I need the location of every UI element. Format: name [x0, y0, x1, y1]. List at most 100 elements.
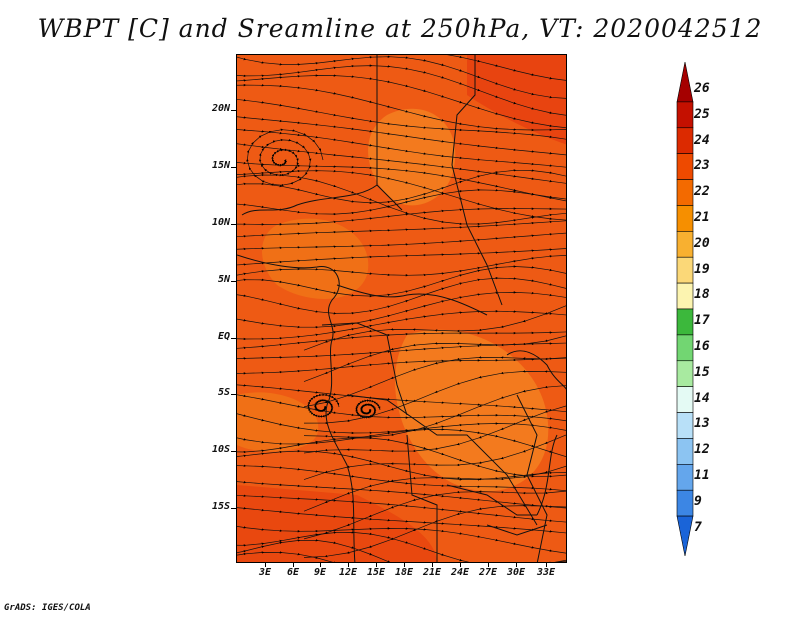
lon-tick-mark	[293, 563, 294, 567]
sahel-border	[241, 184, 378, 216]
lon-tick-label: 3E	[258, 567, 272, 578]
lat-tick-label: 10S	[211, 444, 230, 455]
color-bar-label: 17	[694, 313, 710, 329]
color-bar-label: 25	[694, 106, 710, 122]
streamline	[246, 128, 324, 187]
lon-tick-mark	[432, 563, 433, 567]
color-bar-segment	[676, 438, 694, 465]
color-bar	[676, 62, 694, 556]
lat-tick-label: 20N	[211, 103, 230, 114]
color-bar-label: 11	[694, 468, 710, 483]
lon-tick-mark	[460, 563, 461, 567]
streamline	[303, 305, 566, 351]
color-bar-segment	[676, 464, 694, 491]
lon-tick-label: 15E	[366, 567, 386, 578]
lon-tick-label: 24E	[450, 567, 470, 578]
lat-tick-mark	[231, 167, 236, 168]
color-bar-segment	[676, 412, 694, 439]
color-bar-segment	[676, 334, 694, 362]
color-bar-segment	[676, 153, 694, 180]
lon-tick-mark	[348, 563, 349, 567]
color-bar-label: 14	[694, 390, 710, 406]
color-bar-label: 19	[694, 261, 710, 277]
streamline	[237, 232, 566, 251]
color-bar-label: 18	[694, 287, 710, 303]
lon-tick-label: 12E	[338, 567, 358, 578]
lat-tick-mark	[231, 110, 236, 111]
border-line	[406, 434, 438, 562]
grads-credit: GrADS: IGES/COLA	[4, 603, 91, 613]
border-line	[486, 524, 548, 536]
color-bar-label: 16	[694, 339, 710, 354]
lon-tick-mark	[516, 563, 517, 567]
color-bar-label: 7	[694, 519, 702, 535]
color-bar-segment	[676, 256, 694, 284]
color-bar-segment	[676, 386, 694, 413]
color-bar-label: 15	[694, 364, 710, 380]
streamline	[237, 551, 553, 562]
streamline	[237, 539, 566, 562]
border-line	[516, 394, 548, 562]
lat-tick-label: EQ	[217, 331, 230, 342]
lake-outline	[536, 434, 558, 516]
lat-tick-mark	[231, 338, 236, 339]
color-bar-label: 22	[694, 184, 710, 200]
color-bar-segment	[676, 231, 694, 258]
color-bar-label: 23	[694, 158, 710, 174]
atlantic-coastline	[237, 254, 356, 562]
lon-tick-label: 9E	[313, 567, 327, 578]
map-panel	[236, 54, 567, 563]
color-bar-segment	[676, 101, 694, 129]
border-line	[376, 55, 403, 211]
coastline-borders	[237, 55, 566, 562]
lat-tick-label: 15N	[211, 160, 230, 171]
map-title: WBPT [C] and Sreamline at 250hPa, VT: 20…	[37, 14, 763, 43]
lon-tick-mark	[488, 563, 489, 567]
lon-tick-label: 33E	[536, 567, 556, 578]
border-line	[451, 55, 503, 306]
color-bar-label: 26	[694, 81, 710, 96]
lon-tick-label: 21E	[422, 567, 442, 578]
lon-tick-mark	[265, 563, 266, 567]
lat-tick-label: 5S	[217, 387, 230, 398]
color-bar-segment	[676, 360, 694, 387]
lon-tick-mark	[376, 563, 377, 567]
lon-tick-label: 6E	[286, 567, 300, 578]
border-line	[336, 284, 488, 316]
color-bar-label: 24	[694, 132, 710, 148]
color-bar-segment	[676, 179, 694, 206]
lon-tick-mark	[546, 563, 547, 567]
lat-tick-label: 10N	[211, 217, 230, 228]
color-bar-label: 12	[694, 442, 710, 458]
lat-tick-mark	[231, 451, 236, 452]
lon-tick-label: 18E	[394, 567, 414, 578]
color-bar-label: 13	[694, 416, 710, 432]
streamline-group	[237, 55, 566, 562]
color-bar-label: 20	[694, 235, 710, 251]
lon-tick-mark	[320, 563, 321, 567]
lon-tick-label: 27E	[478, 567, 498, 578]
lat-tick-mark	[231, 281, 236, 282]
border-line	[446, 484, 537, 516]
color-bar-segment	[676, 127, 694, 154]
border-line	[346, 394, 538, 526]
lon-tick-mark	[404, 563, 405, 567]
color-bar-segment	[676, 205, 694, 232]
lat-tick-mark	[231, 224, 236, 225]
color-bar-segment	[676, 515, 694, 556]
color-bar-segment	[676, 308, 694, 336]
color-bar-segment	[676, 489, 694, 517]
lat-tick-mark	[231, 508, 236, 509]
lake-victoria-outline	[506, 350, 566, 390]
lat-tick-label: 5N	[217, 274, 230, 285]
border-line	[321, 322, 408, 416]
lat-tick-label: 15S	[211, 501, 230, 512]
streamline-map	[237, 55, 566, 562]
lon-tick-label: 30E	[506, 567, 526, 578]
lat-tick-mark	[231, 394, 236, 395]
color-bar-segment	[676, 62, 694, 103]
color-bar-label: 9	[694, 493, 702, 509]
streamline	[303, 504, 566, 558]
color-bar-label: 21	[694, 210, 710, 225]
color-bar-segment	[676, 282, 694, 310]
